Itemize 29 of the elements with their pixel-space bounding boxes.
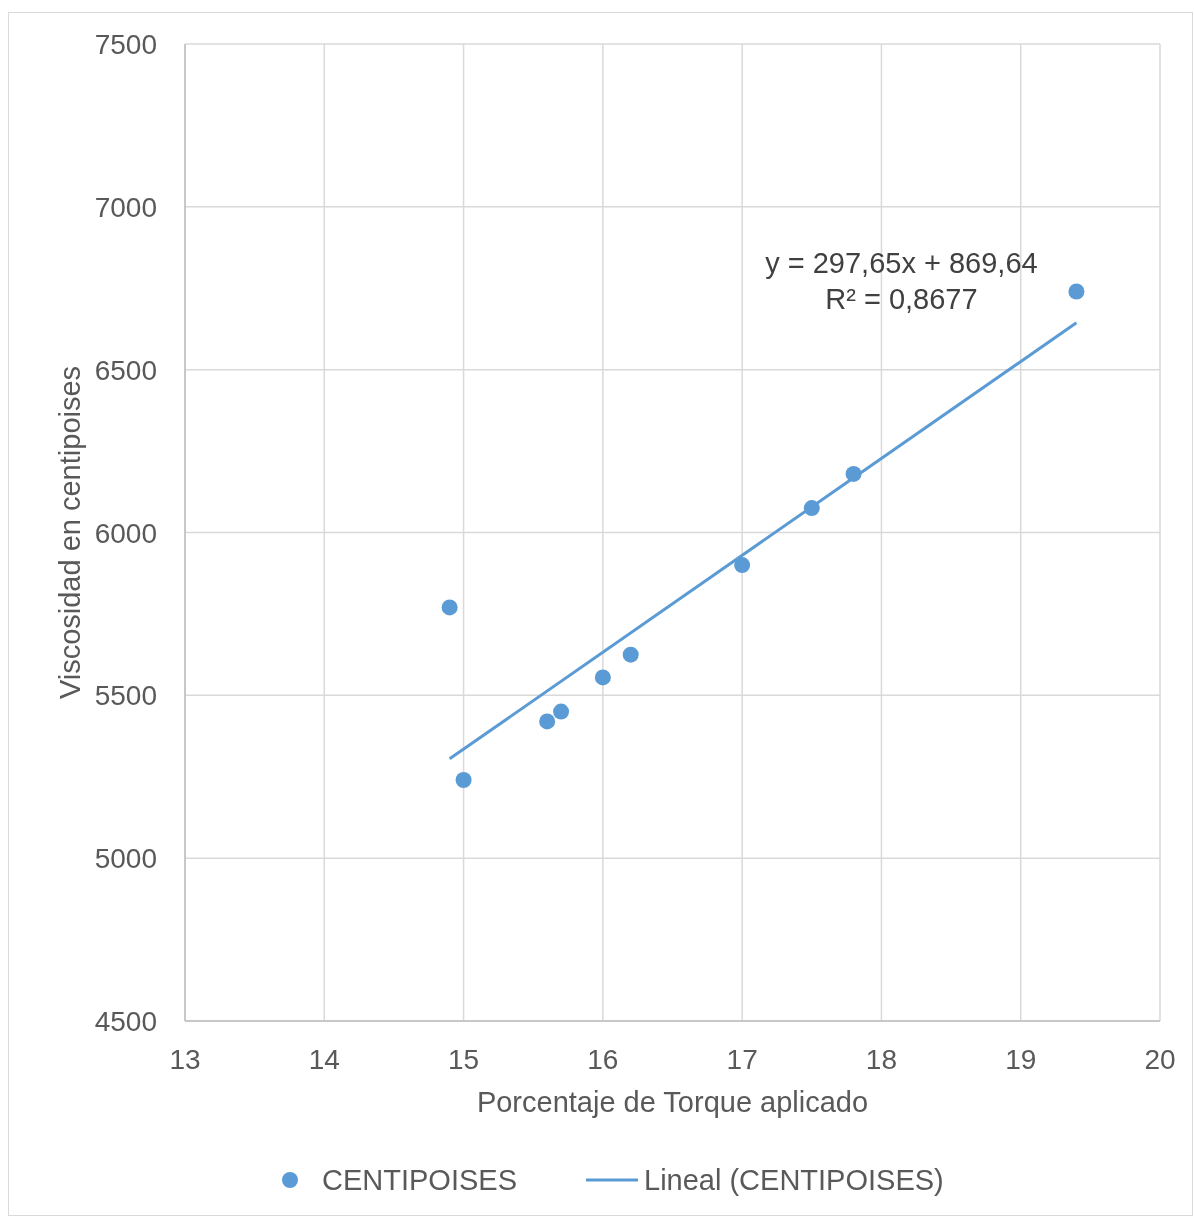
y-tick-label: 5500 bbox=[94, 680, 157, 712]
point bbox=[622, 646, 639, 663]
point bbox=[1068, 283, 1085, 300]
y-tick-label: 6500 bbox=[94, 354, 157, 386]
x-axis-title: Porcentaje de Torque aplicado bbox=[476, 1086, 869, 1118]
legend-label: CENTIPOISES bbox=[322, 1164, 517, 1196]
point bbox=[594, 669, 611, 686]
x-tick-label: 16 bbox=[587, 1044, 619, 1075]
y-tick-label: 6000 bbox=[94, 517, 157, 549]
x-tick-label: 15 bbox=[447, 1044, 480, 1075]
point bbox=[539, 713, 556, 730]
y-tick-label: 4500 bbox=[94, 1006, 157, 1037]
x-tick-label: 19 bbox=[1005, 1044, 1037, 1075]
x-tick-label: 13 bbox=[169, 1044, 201, 1075]
y-tick-label: 7000 bbox=[94, 191, 157, 223]
point bbox=[734, 557, 751, 574]
legend-label: Lineal (CENTIPOISES) bbox=[644, 1164, 944, 1196]
x-tick-label: 18 bbox=[865, 1044, 898, 1075]
y-tick-label: 5000 bbox=[94, 843, 157, 875]
x-tick-label: 17 bbox=[726, 1044, 758, 1075]
annotation: R² = 0,8677 bbox=[825, 282, 978, 315]
y-axis-title: Viscosidad en centipoises bbox=[54, 365, 86, 700]
point bbox=[455, 772, 472, 789]
point bbox=[441, 599, 458, 616]
y-tick-label: 7500 bbox=[94, 29, 157, 60]
annotation: y = 297,65x + 869,64 bbox=[765, 246, 1038, 279]
x-tick-label: 14 bbox=[308, 1044, 340, 1075]
x-tick-label: 20 bbox=[1144, 1044, 1176, 1075]
point bbox=[553, 703, 570, 720]
